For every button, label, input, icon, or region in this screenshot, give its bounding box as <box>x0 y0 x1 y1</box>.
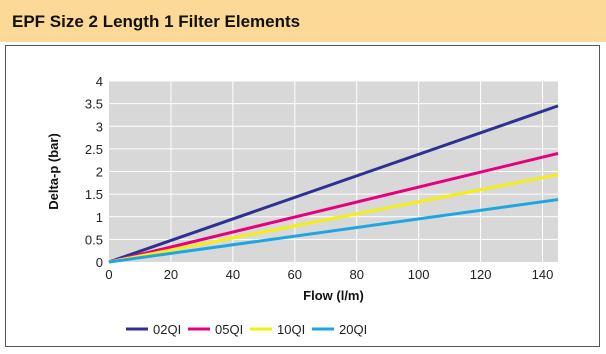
legend-label-20qi: 20QI <box>339 322 367 337</box>
y-tick-label: 1 <box>96 210 103 225</box>
x-tick-label: 60 <box>288 267 302 282</box>
series-line-10qi <box>108 173 559 264</box>
series-lines <box>108 104 559 264</box>
y-axis-ticks: 0 0.5 1 1.5 2 2.5 3 3.5 4 <box>85 74 103 270</box>
series-line-20qi <box>108 198 559 264</box>
y-tick-label: 2 <box>96 165 103 180</box>
legend: 02QI 05QI 10QI 20QI <box>126 322 367 337</box>
x-tick-label: 40 <box>226 267 240 282</box>
x-axis-ticks: 0 20 40 60 80 100 120 140 <box>105 267 553 282</box>
chart-panel: 0 20 40 60 80 100 120 140 0 0.5 1 1.5 2 2.5 3 3.5 4 Flo… <box>5 45 600 347</box>
legend-label-10qi: 10QI <box>277 322 305 337</box>
y-axis-title: Delta-p (bar) <box>46 133 61 210</box>
y-tick-label: 4 <box>96 74 103 89</box>
x-tick-label: 120 <box>470 267 492 282</box>
y-tick-label: 0.5 <box>85 232 103 247</box>
series-line-02qi <box>108 104 559 264</box>
y-tick-label: 2.5 <box>85 142 103 157</box>
x-tick-label: 0 <box>105 267 112 282</box>
x-tick-label: 100 <box>408 267 430 282</box>
x-tick-label: 140 <box>532 267 554 282</box>
y-tick-label: 0 <box>96 255 103 270</box>
series-line-05qi <box>108 151 559 264</box>
x-axis-title: Flow (l/m) <box>303 288 364 303</box>
legend-label-02qi: 02QI <box>153 322 181 337</box>
y-tick-label: 3 <box>96 119 103 134</box>
y-tick-label: 3.5 <box>85 97 103 112</box>
y-tick-label: 1.5 <box>85 187 103 202</box>
x-tick-label: 80 <box>349 267 363 282</box>
delta-p-chart: 0 20 40 60 80 100 120 140 0 0.5 1 1.5 2 2.5 3 3.5 4 Flo… <box>46 74 559 337</box>
page-title: EPF Size 2 Length 1 Filter Elements <box>12 12 301 31</box>
x-tick-label: 20 <box>164 267 178 282</box>
title-bar: EPF Size 2 Length 1 Filter Elements <box>0 0 606 42</box>
legend-label-05qi: 05QI <box>215 322 243 337</box>
